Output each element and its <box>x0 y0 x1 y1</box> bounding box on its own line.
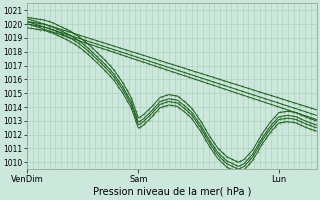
X-axis label: Pression niveau de la mer( hPa ): Pression niveau de la mer( hPa ) <box>92 187 251 197</box>
